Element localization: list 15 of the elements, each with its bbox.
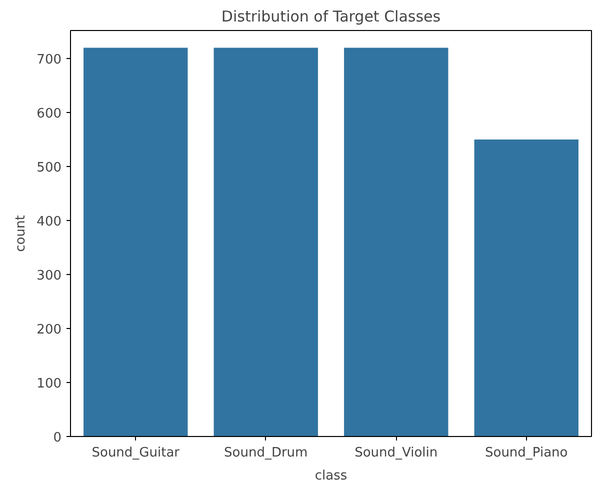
x-axis-title: class: [314, 468, 348, 484]
y-tick-label: 400: [36, 214, 62, 230]
x-tick-label: Sound_Guitar: [92, 446, 180, 460]
y-tick-label: 200: [36, 322, 62, 338]
y-axis-title: count: [14, 215, 29, 252]
x-tick-label: Sound_Violin: [354, 446, 438, 460]
y-tick-label: 700: [36, 52, 62, 68]
y-tick-label: 0: [53, 430, 62, 446]
chart-title: Distribution of Target Classes: [221, 8, 441, 26]
y-tick-label: 100: [36, 376, 62, 392]
x-tick-label: Sound_Drum: [224, 446, 308, 460]
x-tick-label: Sound_Piano: [484, 446, 568, 460]
y-tick-label: 300: [36, 268, 62, 284]
y-tick-label: 600: [36, 106, 62, 122]
y-tick-label: 500: [36, 160, 62, 176]
